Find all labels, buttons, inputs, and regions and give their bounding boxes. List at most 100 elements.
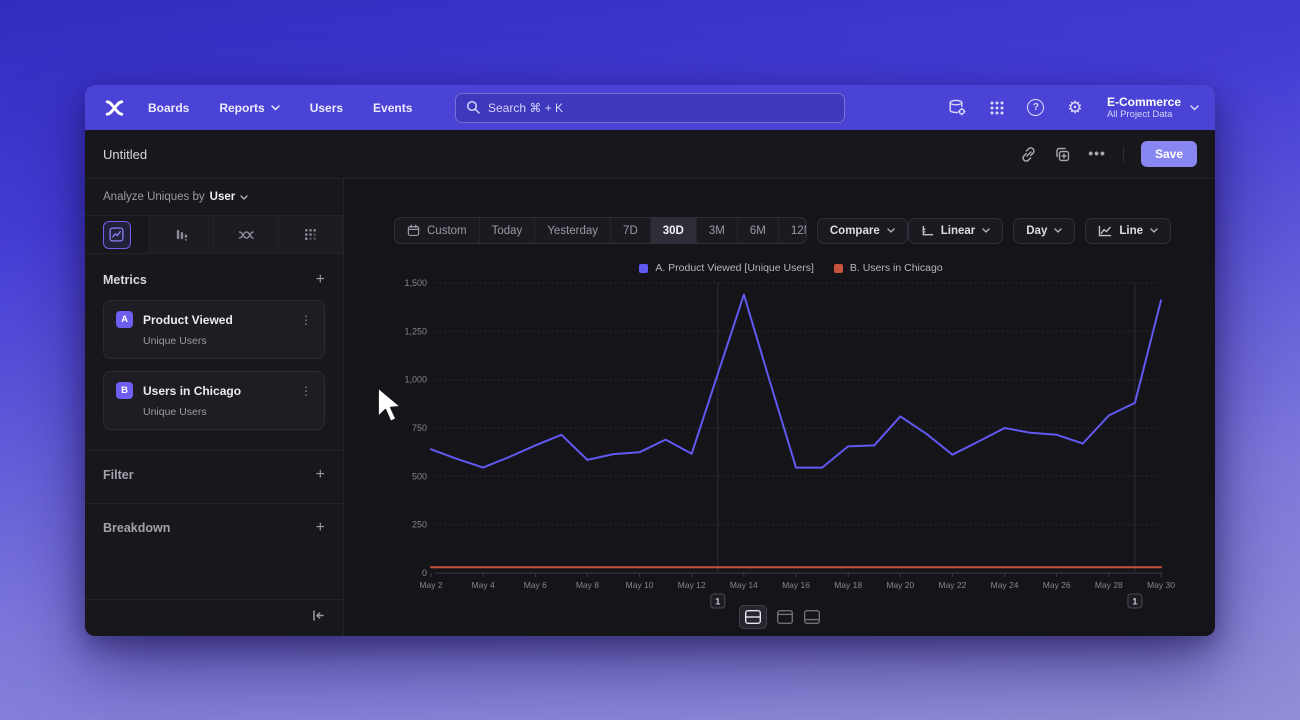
x-tick-label: May 24 bbox=[991, 580, 1019, 590]
data-settings-icon[interactable] bbox=[948, 98, 968, 118]
y-tick-label: 1,500 bbox=[404, 278, 427, 288]
layout-split-top-icon[interactable] bbox=[776, 609, 794, 625]
annotation-badge[interactable] bbox=[710, 593, 726, 609]
add-metric-button[interactable]: + bbox=[315, 271, 325, 288]
metric-badge: A bbox=[116, 311, 133, 328]
legend-swatch bbox=[639, 263, 649, 273]
x-tick-label: May 28 bbox=[1095, 580, 1123, 590]
x-tick-label: May 14 bbox=[730, 580, 758, 590]
metric-options-kebab-icon[interactable]: ⋮ bbox=[300, 312, 312, 327]
metric-subtitle: Unique Users bbox=[143, 406, 207, 418]
filter-section: Filter + bbox=[85, 450, 343, 483]
y-tick-label: 250 bbox=[412, 520, 427, 530]
chart-type-selector[interactable]: Line bbox=[1085, 217, 1171, 244]
more-options-icon[interactable]: ••• bbox=[1088, 145, 1106, 162]
nav-menu: Boards Reports Users Events bbox=[148, 101, 412, 115]
x-tick-label: May 16 bbox=[782, 580, 810, 590]
nav-item-boards[interactable]: Boards bbox=[148, 100, 190, 115]
save-button[interactable]: Save bbox=[1140, 141, 1197, 167]
range-7d[interactable]: 7D bbox=[610, 218, 650, 243]
x-tick-label: May 22 bbox=[938, 580, 966, 590]
axis-icon bbox=[922, 225, 934, 235]
collapse-sidebar-icon[interactable] bbox=[311, 609, 325, 627]
nav-item-reports[interactable]: Reports bbox=[219, 101, 280, 115]
range-6m[interactable]: 6M bbox=[736, 218, 778, 243]
line-chart-icon bbox=[1099, 225, 1112, 236]
flows-icon bbox=[238, 230, 254, 239]
report-title[interactable]: Untitled bbox=[103, 146, 148, 162]
y-tick-label: 500 bbox=[412, 471, 427, 481]
project-subtitle: All Project Data bbox=[1106, 109, 1173, 120]
legend-item-a[interactable]: A. Product Viewed [Unique Users] bbox=[639, 262, 814, 274]
y-tick-label: 0 bbox=[422, 568, 427, 578]
x-tick-label: May 8 bbox=[576, 580, 599, 590]
nav-item-events[interactable]: Events bbox=[373, 100, 413, 115]
range-today[interactable]: Today bbox=[478, 218, 535, 243]
retention-dots-icon bbox=[305, 228, 317, 241]
y-tick-label: 1,000 bbox=[404, 375, 427, 385]
legend-item-b[interactable]: B. Users in Chicago bbox=[833, 262, 943, 274]
mixpanel-logo-icon[interactable] bbox=[105, 99, 124, 116]
compare-button[interactable]: Compare bbox=[816, 217, 908, 244]
tab-retention[interactable] bbox=[278, 216, 343, 253]
layout-split-bottom-icon[interactable] bbox=[803, 609, 821, 625]
nav-item-users[interactable]: Users bbox=[309, 100, 344, 115]
line-chart[interactable]: 0 250 500 750 1,000 1,250 1,500 May 2 May 4 May 6… bbox=[401, 271, 1181, 616]
search-input[interactable]: Search ⌘ + K bbox=[455, 93, 845, 123]
help-icon[interactable]: ? bbox=[1026, 98, 1046, 118]
chevron-down-icon bbox=[982, 228, 990, 233]
apps-grid-icon[interactable] bbox=[987, 98, 1007, 118]
chevron-down-icon bbox=[1054, 228, 1063, 233]
series-line-a[interactable] bbox=[430, 293, 1162, 469]
report-header: Untitled ••• Save bbox=[85, 130, 1215, 179]
range-custom[interactable]: Custom bbox=[395, 218, 479, 243]
duplicate-icon[interactable] bbox=[1054, 146, 1071, 163]
add-filter-button[interactable]: + bbox=[315, 466, 325, 483]
range-yesterday[interactable]: Yesterday bbox=[534, 218, 610, 243]
app-window: Boards Reports Users Events Search ⌘ + K bbox=[85, 85, 1215, 636]
settings-gear-icon[interactable]: ⚙ bbox=[1067, 98, 1083, 117]
metric-card-b[interactable]: B Users in Chicago ⋮ Unique Users bbox=[103, 371, 325, 430]
annotation-badge-label: 1 bbox=[1132, 597, 1137, 607]
x-tick-label: May 30 bbox=[1147, 580, 1175, 590]
chart-layout-toggles bbox=[344, 605, 1215, 629]
project-switcher[interactable]: E-Commerce All Project Data bbox=[1107, 95, 1199, 121]
x-tick-label: May 18 bbox=[834, 580, 862, 590]
x-tick-label: May 4 bbox=[472, 580, 495, 590]
chart-panel: CustomTodayYesterday7D30D3M6M12M Compare… bbox=[344, 179, 1215, 636]
project-name: E-Commerce bbox=[1106, 94, 1181, 109]
legend-label: A. Product Viewed [Unique Users] bbox=[655, 262, 814, 274]
tab-insights-line[interactable] bbox=[85, 216, 150, 253]
tab-bar-chart[interactable] bbox=[149, 216, 214, 253]
visualization-tabs bbox=[85, 216, 343, 254]
add-breakdown-button[interactable]: + bbox=[315, 519, 325, 536]
range-12m[interactable]: 12M bbox=[777, 218, 806, 243]
metric-badge: B bbox=[116, 382, 133, 399]
y-tick-label: 1,250 bbox=[404, 326, 427, 336]
chevron-down-icon bbox=[1150, 228, 1158, 233]
layout-split-middle-icon[interactable] bbox=[738, 605, 767, 629]
tab-flows[interactable] bbox=[214, 216, 279, 253]
chart-legend: A. Product Viewed [Unique Users] B. Users… bbox=[401, 262, 1181, 274]
range-30d[interactable]: 30D bbox=[649, 218, 696, 243]
top-nav: Boards Reports Users Events Search ⌘ + K bbox=[85, 85, 1215, 130]
search-icon bbox=[466, 100, 480, 117]
metric-options-kebab-icon[interactable]: ⋮ bbox=[300, 383, 312, 398]
chevron-down-icon bbox=[240, 194, 248, 200]
metric-name: Product Viewed bbox=[143, 312, 233, 327]
metric-card-a[interactable]: A Product Viewed ⋮ Unique Users bbox=[103, 300, 325, 359]
legend-swatch bbox=[833, 263, 843, 273]
metrics-section: Metrics + A Product Viewed ⋮ Unique Users B U… bbox=[85, 256, 343, 430]
legend-label: B. Users in Chicago bbox=[849, 262, 943, 274]
breakdown-title: Breakdown bbox=[103, 521, 171, 535]
scale-selector[interactable]: Linear bbox=[907, 217, 1004, 244]
calendar-icon bbox=[407, 224, 420, 237]
search-placeholder: Search ⌘ + K bbox=[488, 101, 564, 115]
annotation-badge[interactable] bbox=[1127, 593, 1143, 609]
divider bbox=[1122, 146, 1124, 162]
range-3m[interactable]: 3M bbox=[695, 218, 737, 243]
chart-toolbar: CustomTodayYesterday7D30D3M6M12M Compare… bbox=[394, 217, 1171, 244]
analyze-uniques-selector[interactable]: Analyze Uniques by User bbox=[85, 179, 343, 216]
granularity-selector[interactable]: Day bbox=[1013, 217, 1076, 244]
link-icon[interactable] bbox=[1020, 146, 1037, 163]
